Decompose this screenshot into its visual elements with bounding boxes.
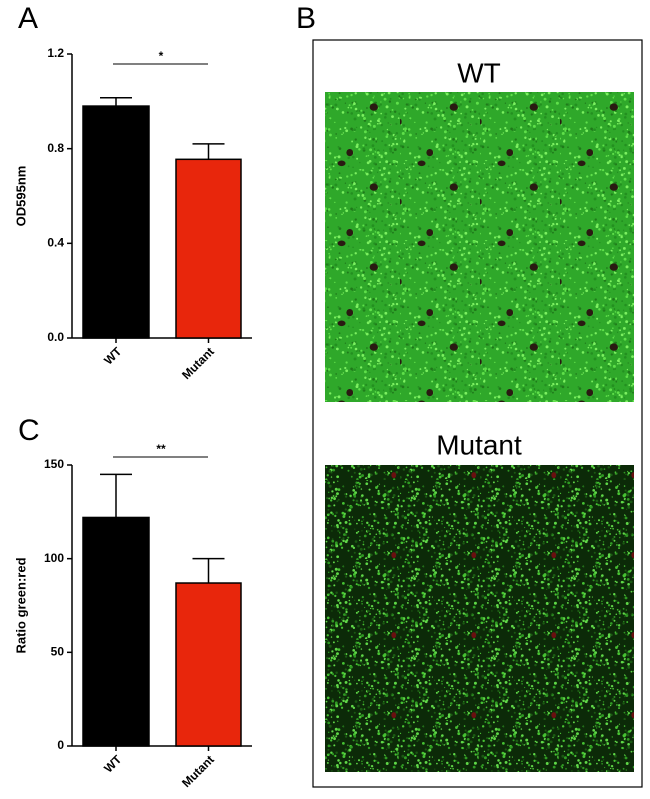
error-bar xyxy=(192,143,225,160)
significance-label: ** xyxy=(156,442,166,456)
error-bar xyxy=(100,97,132,107)
image-title: WT xyxy=(457,57,501,88)
panel-label: A xyxy=(18,2,38,35)
bar xyxy=(175,582,242,747)
error-bar xyxy=(100,473,132,518)
image-title: Mutant xyxy=(436,429,522,460)
y-tick-label: 0.4 xyxy=(47,236,64,250)
significance-label: * xyxy=(159,49,164,63)
microscopy-image xyxy=(325,465,634,772)
error-bar xyxy=(192,557,225,584)
y-tick-label: 100 xyxy=(44,551,64,565)
panel-label: C xyxy=(18,414,40,447)
bar xyxy=(82,105,150,339)
y-tick-label: 1.2 xyxy=(47,46,64,60)
x-tick-label: Mutant xyxy=(179,344,217,382)
y-tick-label: 50 xyxy=(51,645,65,659)
bar xyxy=(82,516,150,747)
x-tick-label: WT xyxy=(101,752,125,776)
panel-label: B xyxy=(296,2,316,35)
x-tick-label: Mutant xyxy=(179,752,217,790)
y-tick-label: 0 xyxy=(57,738,64,752)
y-axis-label: OD595nm xyxy=(13,166,28,227)
y-tick-label: 0.0 xyxy=(47,330,64,344)
y-axis-label: Ratio green:red xyxy=(13,557,28,653)
x-tick-label: WT xyxy=(101,344,125,368)
y-tick-label: 150 xyxy=(44,457,64,471)
microscopy-image xyxy=(325,92,634,402)
y-tick-label: 0.8 xyxy=(47,141,64,155)
panel-frame xyxy=(312,39,643,788)
bar xyxy=(175,158,242,339)
